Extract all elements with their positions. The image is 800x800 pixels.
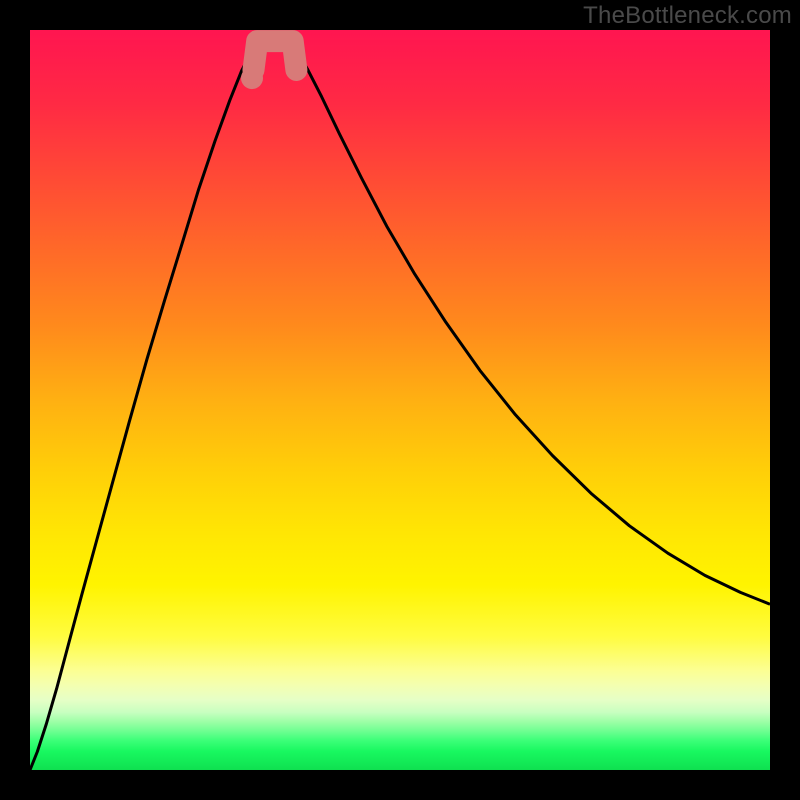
chart-frame: TheBottleneck.com — [0, 0, 800, 800]
bottleneck-chart — [0, 0, 800, 800]
plot-area — [30, 30, 770, 770]
watermark-text: TheBottleneck.com — [583, 2, 792, 30]
